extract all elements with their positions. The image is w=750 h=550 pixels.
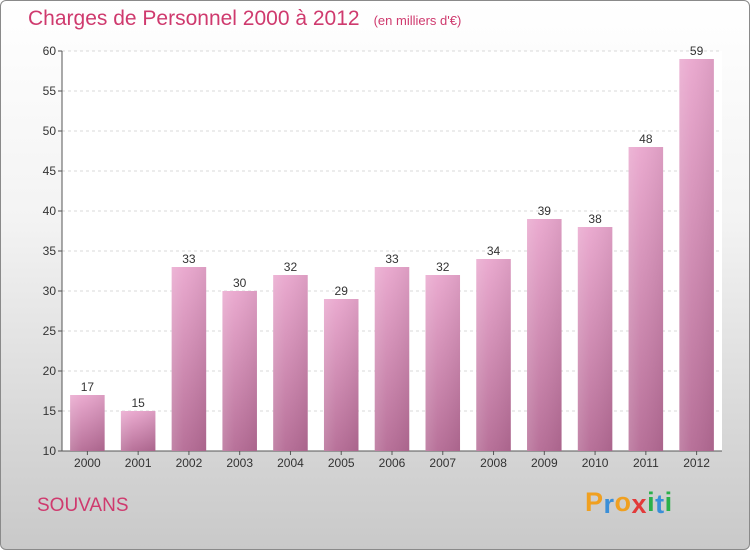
x-tick-label: 2001: [125, 456, 152, 470]
bar-value-label: 34: [487, 244, 501, 258]
bar-value-label: 32: [284, 260, 298, 274]
bar-shine: [527, 219, 562, 451]
x-tick-label: 2004: [277, 456, 304, 470]
chart-subtitle: (en milliers d'€): [373, 13, 462, 28]
y-tick-label: 30: [43, 284, 57, 298]
x-tick-label: 2007: [429, 456, 456, 470]
x-tick-label: 2010: [582, 456, 609, 470]
logo-letter: t: [655, 489, 665, 519]
x-tick-label: 2002: [176, 456, 203, 470]
bar-shine: [628, 147, 664, 451]
y-tick-label: 50: [43, 124, 57, 138]
place-name: SOUVANS: [37, 495, 129, 516]
bar-shine: [577, 227, 613, 451]
logo-letter: o: [614, 487, 632, 517]
chart-title: Charges de Personnel 2000 à 2012: [28, 7, 360, 30]
bar-shine: [425, 275, 461, 451]
bar-shine: [476, 259, 511, 451]
bar-shine: [171, 267, 207, 451]
x-tick-label: 2011: [633, 456, 659, 470]
y-tick-label: 40: [43, 204, 57, 218]
x-tick-label: 2005: [328, 456, 355, 470]
bar-shine: [222, 291, 257, 451]
x-tick-label: 2006: [379, 456, 406, 470]
proxiti-logo: Proxiti: [585, 487, 673, 519]
bar-value-label: 38: [588, 212, 602, 226]
logo-letter: P: [585, 487, 604, 517]
bar-value-label: 59: [690, 44, 704, 58]
bar-shine: [374, 267, 410, 451]
logo-letter: r: [603, 489, 615, 519]
bar-value-label: 39: [538, 204, 552, 218]
bar-value-label: 33: [182, 252, 196, 266]
x-tick-label: 2000: [74, 456, 101, 470]
logo-letter: i: [664, 487, 673, 517]
x-tick-label: 2003: [226, 456, 253, 470]
bar-shine: [70, 395, 105, 451]
x-tick-label: 2008: [480, 456, 507, 470]
logo-letter: i: [647, 487, 656, 517]
y-tick-label: 35: [43, 244, 57, 258]
x-tick-label: 2012: [683, 456, 710, 470]
x-tick-label: 2009: [531, 456, 558, 470]
bar-shine: [323, 299, 359, 451]
bar-value-label: 32: [436, 260, 450, 274]
bar-value-label: 17: [81, 380, 95, 394]
bar-value-label: 15: [131, 396, 145, 410]
bar-value-label: 30: [233, 276, 247, 290]
bar-value-label: 48: [639, 132, 653, 146]
y-tick-label: 10: [43, 444, 57, 458]
bar-value-label: 29: [335, 284, 349, 298]
y-tick-label: 15: [43, 404, 57, 418]
y-tick-label: 60: [43, 44, 57, 58]
bar-shine: [120, 411, 156, 451]
y-tick-label: 20: [43, 364, 57, 378]
logo-letter: x: [631, 489, 648, 519]
bar-shine: [273, 275, 308, 451]
y-tick-label: 25: [43, 324, 57, 338]
y-tick-label: 55: [43, 84, 57, 98]
title-row: Charges de Personnel 2000 à 2012 (en mill…: [28, 7, 461, 31]
bar-value-label: 33: [385, 252, 399, 266]
bar-shine: [679, 59, 714, 451]
y-tick-label: 45: [43, 164, 57, 178]
